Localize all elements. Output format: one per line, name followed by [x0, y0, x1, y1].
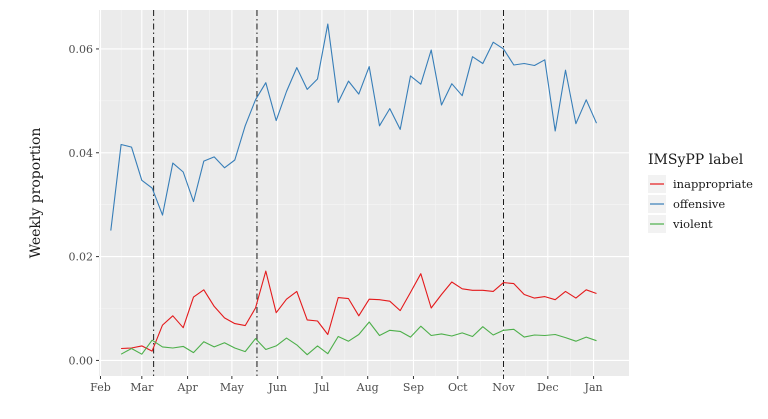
x-tick-label: Apr [176, 381, 198, 394]
x-tick-label: Sep [403, 381, 424, 394]
x-tick-label: Aug [356, 381, 379, 394]
legend-label-inappropriate: inappropriate [673, 177, 753, 191]
x-tick-label: Feb [90, 381, 111, 394]
y-tick-label: 0.04 [69, 147, 94, 160]
x-tick-label: Jul [313, 381, 329, 394]
legend: IMSyPP label inappropriate offensive viole… [648, 152, 753, 233]
x-tick-label: Jun [267, 381, 287, 394]
y-axis-ticks: 0.00 0.02 0.04 0.06 [69, 43, 99, 367]
legend-label-offensive: offensive [673, 197, 725, 211]
x-tick-label: Dec [537, 381, 559, 394]
x-tick-label: Mar [130, 381, 154, 394]
x-axis-ticks: Feb Mar Apr May Jun Jul Aug Sep Oct Nov Dec Jan [90, 376, 603, 394]
y-tick-label: 0.06 [69, 43, 94, 56]
series-lines [110, 23, 598, 356]
legend-title: IMSyPP label [648, 152, 744, 168]
series-line-violent [120, 321, 597, 356]
series-line-inappropriate [121, 270, 597, 352]
plot-panel [99, 10, 629, 376]
y-tick-label: 0.00 [69, 354, 94, 367]
x-tick-label: Oct [448, 381, 468, 394]
y-tick-label: 0.02 [69, 251, 94, 264]
major-gridlines [99, 10, 629, 376]
x-tick-label: Nov [492, 381, 515, 394]
legend-label-violent: violent [672, 217, 713, 231]
x-tick-label: Jan [584, 381, 603, 394]
x-tick-label: May [220, 381, 245, 394]
y-axis-title: Weekly proportion [28, 128, 44, 259]
series-line-offensive [110, 23, 598, 231]
